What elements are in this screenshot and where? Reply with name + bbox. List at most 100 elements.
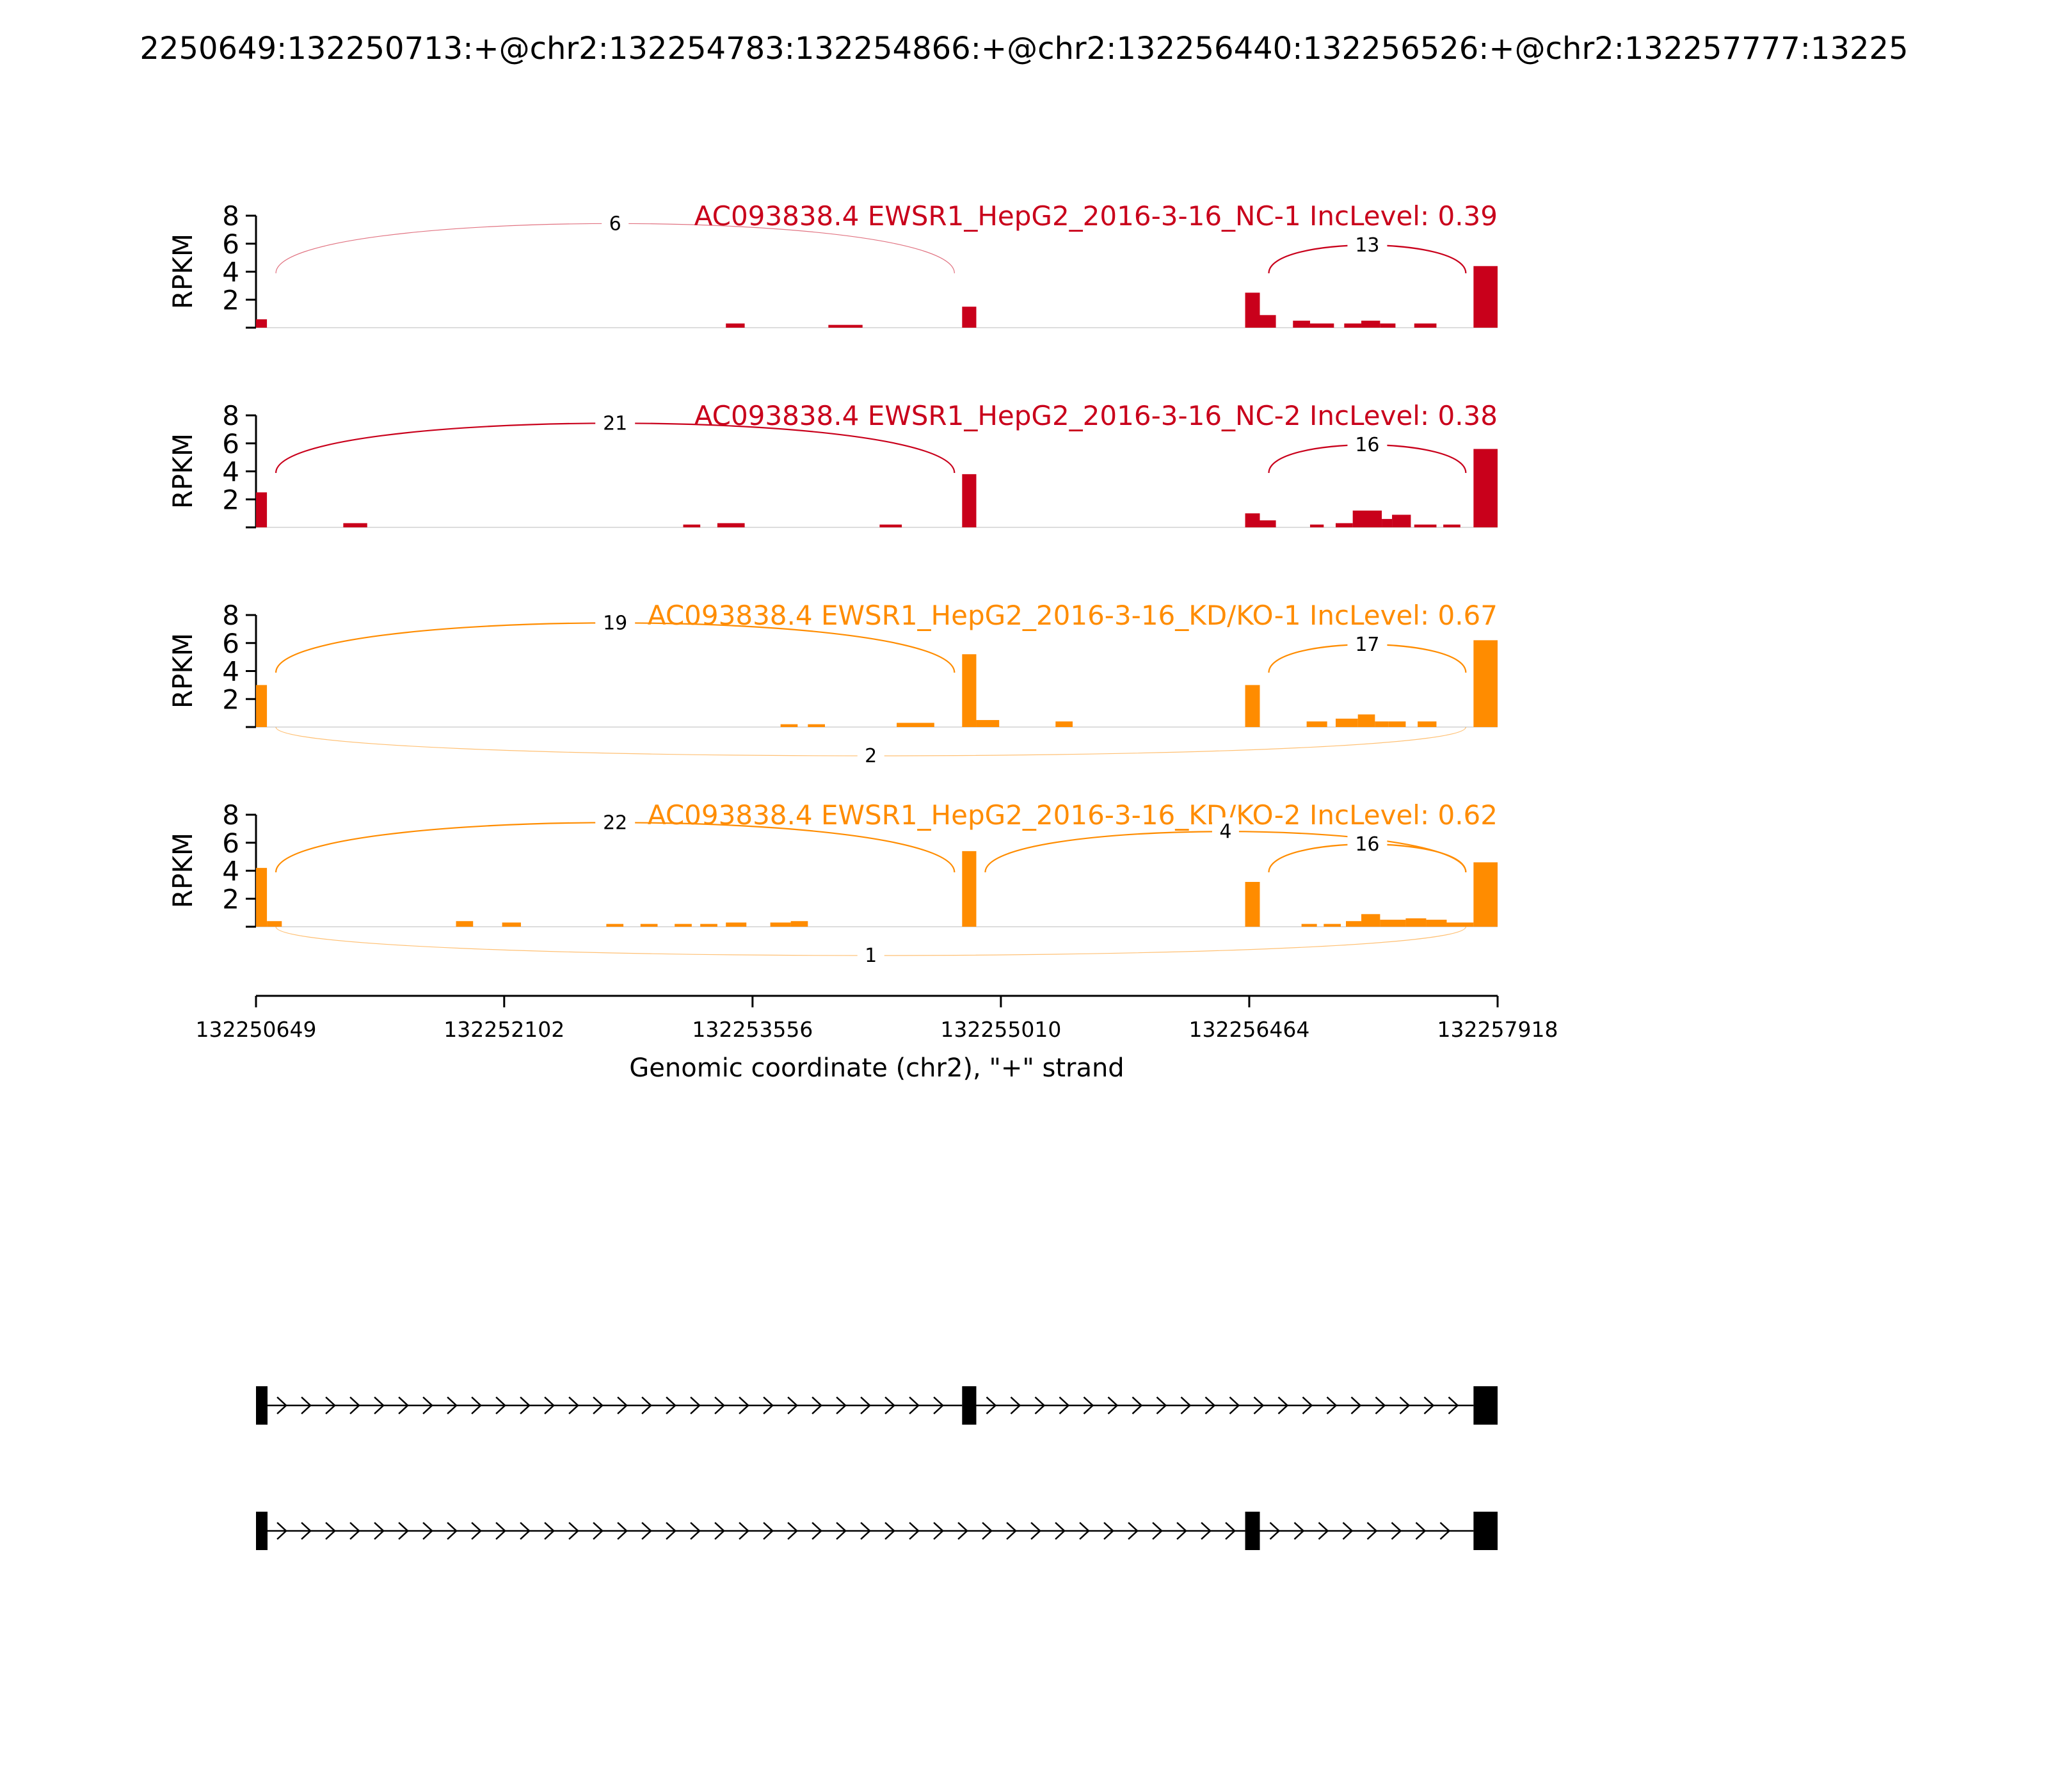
junction-count: 2 (865, 745, 877, 767)
strand-arrow (1059, 1396, 1070, 1414)
strand-arrow (1180, 1396, 1192, 1414)
junction-count: 1 (865, 945, 877, 967)
coverage-bar (1357, 714, 1375, 727)
coverage-bar (1405, 918, 1427, 927)
coverage-bar (1335, 718, 1358, 727)
coverage-bar (1245, 513, 1260, 527)
strand-arrow (1399, 1396, 1411, 1414)
strand-arrow (1326, 1396, 1338, 1414)
strand-arrow (666, 1522, 676, 1540)
strand-arrow (933, 1396, 944, 1414)
strand-arrow (1030, 1522, 1041, 1540)
strand-arrow (1107, 1396, 1119, 1414)
strand-arrow (1156, 1396, 1167, 1414)
coverage-bar (640, 924, 658, 927)
strand-arrow (1006, 1522, 1017, 1540)
exon-block (1473, 1512, 1498, 1550)
strand-arrow (1391, 1522, 1402, 1540)
x-axis-label: Genomic coordinate (chr2), "+" strand (629, 1053, 1124, 1083)
y-axis-label: RPKM (167, 633, 198, 708)
strand-arrow (1342, 1522, 1354, 1540)
y-tick-label: 6 (222, 428, 239, 460)
strand-arrow (617, 1396, 628, 1414)
strand-arrow (617, 1522, 628, 1540)
strand-arrow (1277, 1396, 1289, 1414)
junction-count: 21 (603, 412, 627, 435)
y-tick-label: 4 (222, 856, 239, 887)
strand-arrow (641, 1522, 652, 1540)
strand-arrow (933, 1522, 944, 1540)
junction-label-bg (1212, 817, 1239, 844)
x-tick-label: 132250649 (196, 1017, 317, 1042)
strand-arrow (884, 1396, 895, 1414)
y-tick-label: 2 (222, 883, 239, 915)
strand-arrow (860, 1522, 871, 1540)
junction-label-bg (1347, 830, 1388, 856)
coverage-bar (1055, 721, 1073, 727)
y-tick-label: 4 (222, 456, 239, 488)
strand-arrow (860, 1396, 871, 1414)
coverage-bar (726, 323, 745, 328)
strand-arrow (520, 1522, 531, 1540)
isoform-models (256, 1386, 1498, 1550)
coverage-bar (962, 474, 977, 527)
strand-arrow (325, 1522, 336, 1540)
coverage-bar (808, 724, 825, 727)
strand-arrow (1225, 1522, 1236, 1540)
strand-arrow (812, 1396, 822, 1414)
strand-arrow (276, 1396, 287, 1414)
strand-arrow (787, 1396, 798, 1414)
coverage-bar (1361, 914, 1380, 927)
strand-arrow (1204, 1396, 1216, 1414)
strand-arrow (1302, 1396, 1313, 1414)
strand-arrow (1079, 1522, 1090, 1540)
strand-arrow (1366, 1522, 1378, 1540)
coverage-bar (1309, 524, 1324, 527)
strand-arrow (544, 1522, 555, 1540)
y-tick-label: 8 (222, 400, 239, 431)
coverage-bar (962, 654, 977, 727)
strand-arrow (301, 1522, 312, 1540)
coverage-bar (1324, 924, 1341, 927)
coverage-bar (1335, 523, 1353, 527)
coverage-bar (1380, 323, 1396, 328)
strand-arrow (1201, 1522, 1212, 1540)
strand-arrow (447, 1396, 458, 1414)
y-tick-label: 4 (222, 257, 239, 288)
coverage-bar (256, 319, 268, 328)
strand-arrow (520, 1396, 531, 1414)
coverage-bar (962, 307, 977, 328)
coverage-bar (1245, 882, 1260, 927)
coverage-bar (256, 868, 268, 927)
strand-arrow (1010, 1396, 1021, 1414)
strand-arrow (763, 1522, 774, 1540)
y-axis-label: RPKM (167, 234, 198, 309)
coverage-bar (1344, 323, 1362, 328)
strand-arrow (641, 1396, 652, 1414)
strand-arrow (1055, 1522, 1066, 1540)
coverage-bar (976, 720, 1000, 727)
x-tick-label: 132253556 (692, 1017, 813, 1042)
strand-arrow (568, 1522, 579, 1540)
isoform-model (256, 1386, 1498, 1425)
coverage-bar (1309, 323, 1334, 328)
junction-count: 6 (609, 212, 621, 235)
coverage-bar (256, 685, 268, 727)
strand-arrow (1269, 1522, 1281, 1540)
y-tick-label: 2 (222, 284, 239, 316)
coverage-bar (502, 922, 521, 927)
y-tick-label: 2 (222, 684, 239, 715)
junction-label-bg (1347, 231, 1388, 257)
coverage-bar (256, 492, 268, 527)
strand-arrow (447, 1522, 458, 1540)
coverage-bar (1473, 266, 1498, 328)
strand-arrow (495, 1396, 506, 1414)
strand-arrow (301, 1396, 312, 1414)
strand-arrow (1103, 1522, 1114, 1540)
coverage-bar (1418, 721, 1437, 727)
coverage-bar (1414, 524, 1437, 527)
strand-arrow (714, 1396, 725, 1414)
